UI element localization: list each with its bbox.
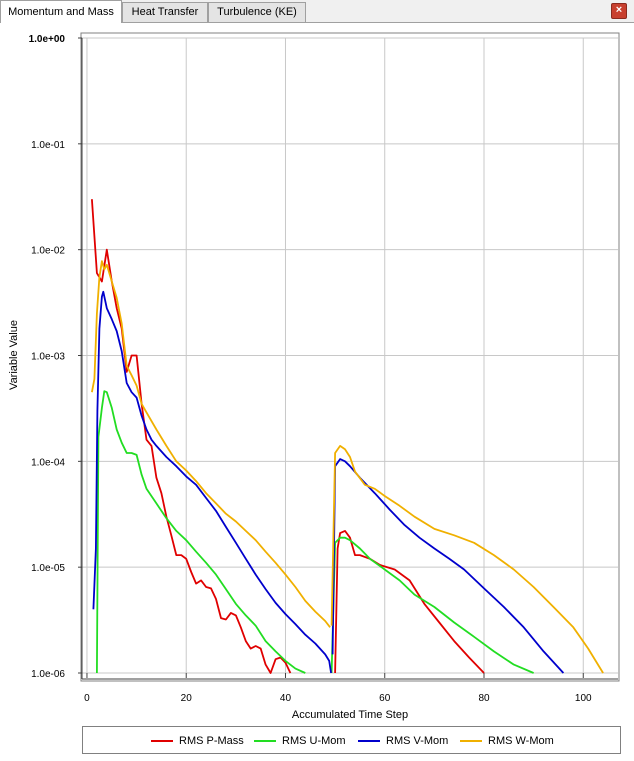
y-tick-label: 1.0e-03 (31, 352, 65, 363)
tab-momentum-and-mass[interactable]: Momentum and Mass (0, 0, 122, 23)
axis-ticks: 1.0e+00 1.0e-01 1.0e-02 1.0e-03 1.0e-04 1.0e-… (29, 34, 618, 704)
series-line-rms-w-mom (330, 444, 604, 674)
legend-label-p-mass: RMS P-Mass (179, 735, 244, 747)
series-line-rms-u-mom (96, 390, 306, 674)
x-tick-label: 80 (478, 693, 490, 704)
y-axis-label: Variable Value (8, 320, 20, 390)
legend-swatch-p-mass (151, 740, 173, 743)
tab-turbulence-ke[interactable]: Turbulence (KE) (208, 2, 306, 22)
legend-item-w-mom: RMS W-Mom (460, 734, 554, 748)
tab-bar: Momentum and Mass Heat Transfer Turbulen… (0, 0, 634, 23)
x-tick-label: 100 (575, 693, 592, 704)
legend: RMS P-Mass RMS U-Mom RMS V-Mom RMS W-Mom (82, 726, 621, 754)
legend-label-u-mom: RMS U-Mom (282, 735, 346, 747)
y-tick-label: 1.0e-01 (31, 140, 65, 151)
series-line-rms-w-mom (91, 260, 331, 628)
series-line-rms-u-mom (330, 536, 534, 674)
series-line-rms-v-mom (92, 290, 332, 674)
series-lines (91, 199, 604, 674)
x-tick-label: 20 (181, 693, 193, 704)
y-tick-label: 1.0e-02 (31, 246, 65, 257)
y-tick-label: 1.0e-05 (31, 563, 65, 574)
x-tick-label: 0 (84, 693, 90, 704)
close-icon[interactable]: × (611, 3, 627, 19)
series-line-rms-v-mom (331, 458, 565, 674)
y-tick-label: 1.0e-04 (31, 457, 65, 468)
legend-swatch-w-mom (460, 740, 482, 743)
grid-lines (82, 37, 618, 674)
y-tick-label: 1.0e+00 (29, 34, 66, 45)
legend-item-v-mom: RMS V-Mom (358, 734, 448, 748)
legend-item-p-mass: RMS P-Mass (151, 734, 244, 748)
legend-swatch-v-mom (358, 740, 380, 743)
legend-item-u-mom: RMS U-Mom (254, 734, 346, 748)
x-tick-label: 60 (379, 693, 391, 704)
plot-area (80, 32, 620, 682)
residuals-chart: 1.0e+00 1.0e-01 1.0e-02 1.0e-03 1.0e-04 1.0e-… (8, 32, 620, 721)
legend-swatch-u-mom (254, 740, 276, 743)
x-tick-label: 40 (280, 693, 292, 704)
y-tick-label: 1.0e-06 (31, 669, 65, 680)
legend-label-v-mom: RMS V-Mom (386, 735, 449, 747)
legend-label-w-mom: RMS W-Mom (488, 735, 554, 747)
tab-heat-transfer[interactable]: Heat Transfer (122, 2, 208, 22)
x-axis-label: Accumulated Time Step (292, 709, 408, 721)
